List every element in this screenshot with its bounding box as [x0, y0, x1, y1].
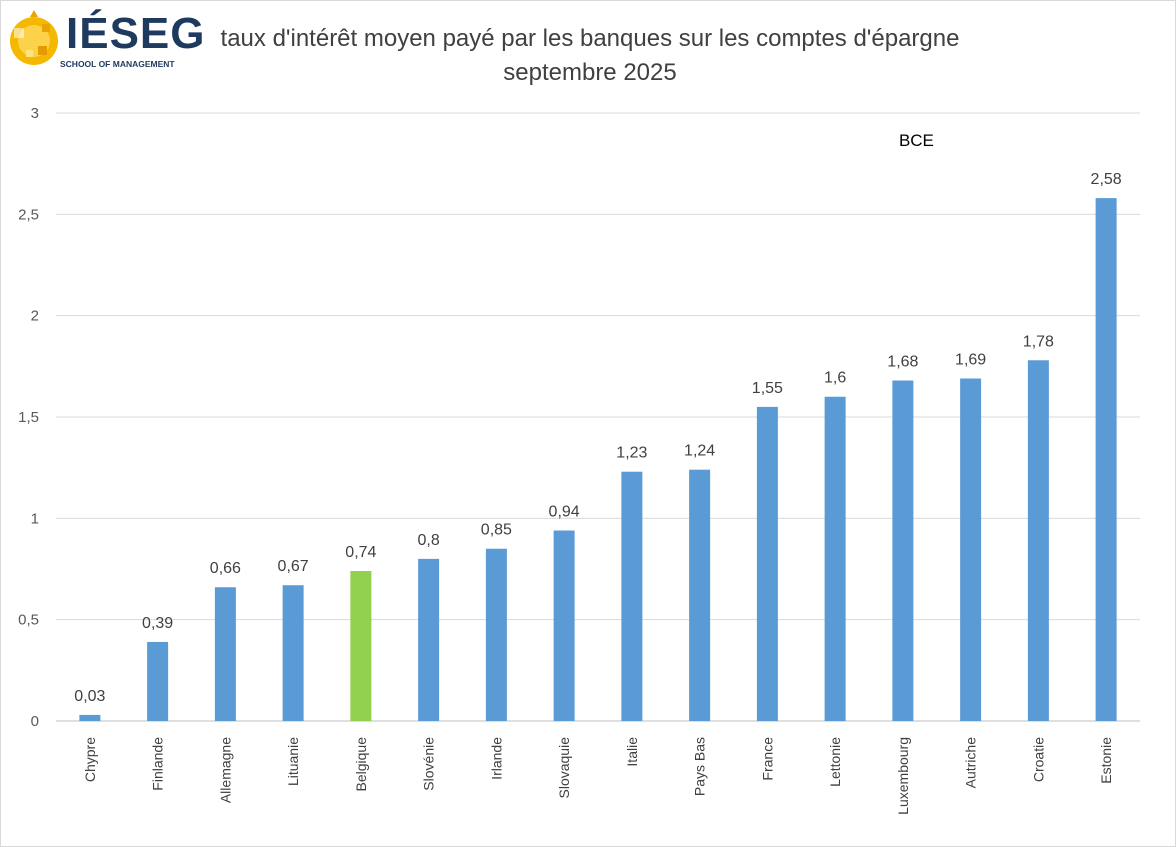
bar: [79, 714, 101, 721]
bar: [553, 530, 575, 721]
data-label: 1,55: [752, 380, 783, 397]
y-tick-label: 2: [31, 308, 39, 325]
data-label: 2,58: [1091, 171, 1122, 188]
category-label: Italie: [624, 737, 640, 767]
category-label: Finlande: [150, 737, 166, 791]
bar: [621, 471, 643, 721]
bce-annotation: BCE: [899, 131, 934, 150]
chart-subtitle: septembre 2025: [503, 59, 677, 86]
bar: [892, 380, 914, 721]
data-label: 0,74: [345, 544, 376, 561]
data-label: 0,66: [210, 560, 241, 577]
gridlines: [56, 112, 1140, 722]
category-labels: Chypre Finlande Allemagne Lituanie Belgique S…: [82, 737, 1114, 815]
data-label: 1,68: [887, 354, 918, 371]
data-label: 0,67: [278, 558, 309, 575]
category-label: Slovaquie: [556, 737, 572, 799]
ieseg-logo: IÉSEG SCHOOL OF MANAGEMENT: [8, 8, 205, 74]
data-label: 0,94: [549, 503, 580, 520]
bar: [350, 571, 372, 721]
y-axis-ticks: 0 0,5 1 1,5 2 2,5 3: [18, 105, 39, 730]
y-tick-label: 3: [31, 105, 39, 122]
category-label: Irlande: [488, 737, 504, 780]
logo-sun-icon: [10, 10, 58, 65]
y-tick-label: 1: [31, 510, 39, 527]
category-label: Croatie: [1030, 737, 1046, 782]
data-label: 1,24: [684, 443, 715, 460]
category-label: Pays Bas: [692, 737, 708, 796]
bar: [147, 641, 169, 721]
y-tick-label: 2,5: [18, 206, 39, 223]
bar: [282, 585, 304, 721]
category-label: Autriche: [963, 737, 979, 789]
bar: [1095, 198, 1117, 721]
bar: [756, 406, 778, 721]
y-tick-label: 1,5: [18, 409, 39, 426]
data-labels: 0,03 0,39 0,66 0,67 0,74 0,8 0,85 0,94 1,23 1,24 1…: [74, 171, 1121, 705]
bar: [824, 396, 846, 721]
bar: [485, 548, 507, 721]
category-label: Allemagne: [217, 737, 233, 803]
y-tick-label: 0: [31, 713, 39, 730]
category-label: Slovénie: [421, 737, 437, 791]
chart-title: taux d'intérêt moyen payé par les banque…: [220, 25, 960, 52]
category-label: France: [759, 737, 775, 781]
category-label: Lituanie: [285, 737, 301, 786]
bar: [960, 378, 982, 721]
data-label: 1,78: [1023, 333, 1054, 350]
data-label: 1,23: [616, 445, 647, 462]
bar: [418, 558, 440, 721]
data-label: 0,85: [481, 522, 512, 539]
data-label: 1,69: [955, 351, 986, 368]
data-label: 0,8: [418, 532, 440, 549]
bar: [689, 469, 711, 721]
category-label: Luxembourg: [895, 737, 911, 815]
category-label: Chypre: [82, 737, 98, 782]
data-label: 0,03: [74, 688, 105, 705]
chart-title-block: taux d'intérêt moyen payé par les banque…: [170, 22, 1010, 90]
bars: [79, 198, 1117, 721]
logo-subtitle: SCHOOL OF MANAGEMENT: [60, 59, 175, 69]
logo-wordmark: IÉSEG: [66, 9, 206, 58]
category-label: Lettonie: [827, 737, 843, 787]
bar: [1027, 360, 1049, 721]
bar: [214, 587, 236, 721]
category-label: Belgique: [353, 737, 369, 792]
y-tick-label: 0,5: [18, 612, 39, 629]
data-label: 0,39: [142, 615, 173, 632]
category-label: Estonie: [1098, 737, 1114, 784]
data-label: 1,6: [824, 370, 846, 387]
